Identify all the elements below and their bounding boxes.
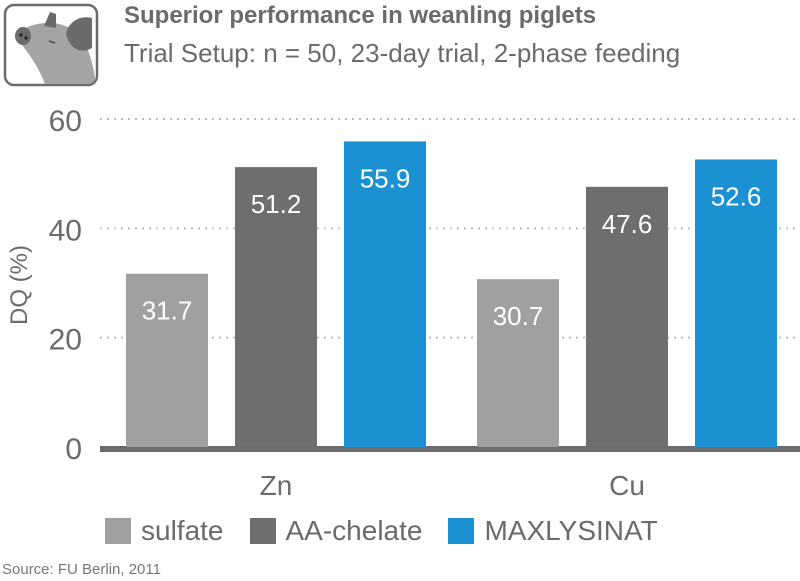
legend-swatch: [249, 518, 276, 544]
y-axis-label: DQ (%): [6, 245, 33, 325]
y-tick-label: 40: [49, 214, 82, 247]
chart-subtitle: Trial Setup: n = 50, 23-day trial, 2-pha…: [124, 38, 681, 68]
data-label: 30.7: [493, 301, 544, 331]
bar-zn-aa-chelate: [235, 167, 317, 447]
x-axis-line: [100, 446, 800, 452]
bar-cu-aa-chelate: [586, 186, 668, 447]
bar-zn-sulfate: [126, 273, 208, 447]
data-label: 51.2: [251, 189, 302, 219]
y-tick-label: 20: [49, 324, 82, 357]
bar-cu-maxlysinat: [695, 159, 777, 447]
y-tick-label: 60: [49, 105, 82, 138]
data-label: 55.9: [360, 163, 411, 193]
bar-cu-sulfate: [477, 279, 559, 447]
legend-swatch: [448, 518, 475, 544]
legend-item-aa-chelate: AA-chelate: [249, 515, 423, 547]
data-label: 47.6: [602, 209, 653, 239]
legend-label: AA-chelate: [285, 515, 423, 546]
bar-zn-maxlysinat: [344, 141, 426, 447]
y-tick-label: 0: [65, 433, 82, 466]
x-tick-label: Cu: [609, 470, 645, 501]
legend-label: sulfate: [141, 515, 224, 546]
legend-item-sulfate: sulfate: [105, 515, 224, 547]
source-note: Source: FU Berlin, 2011: [2, 561, 161, 578]
x-tick-label: Zn: [260, 470, 293, 501]
data-label: 31.7: [142, 296, 193, 326]
legend-item-maxlysinat: MAXLYSINAT: [448, 515, 658, 547]
legend-label: MAXLYSINAT: [484, 515, 658, 546]
data-label: 52.6: [711, 181, 762, 211]
pig-icon: [3, 3, 99, 87]
legend-swatch: [105, 518, 131, 544]
legend: sulfate AA-chelate MAXLYSINAT: [105, 515, 662, 547]
chart-title: Superior performance in weanling piglets: [124, 2, 597, 29]
